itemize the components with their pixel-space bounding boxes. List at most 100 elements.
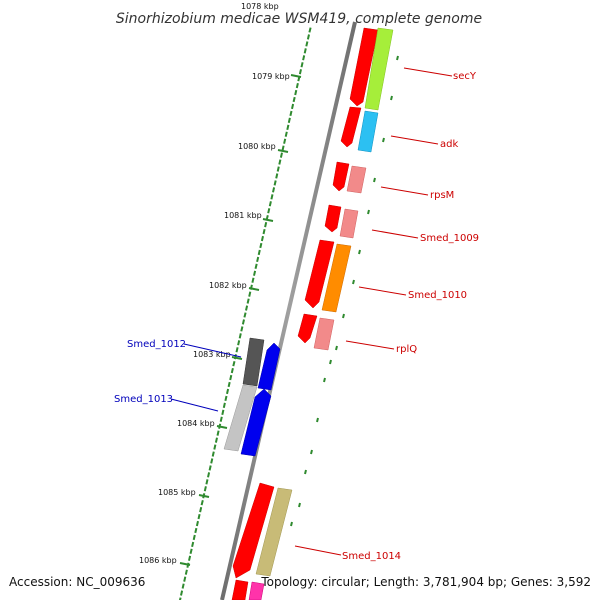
- scale-tick: [180, 590, 184, 596]
- gene-label-secY[interactable]: secY: [453, 71, 477, 82]
- scale-tick: [281, 145, 285, 151]
- scale-tick: [226, 388, 230, 395]
- scale-tick: [183, 576, 187, 582]
- kbp-label-1079: 1079 kbp: [252, 72, 290, 81]
- scale-tick: [303, 48, 307, 54]
- scale-tick: [216, 430, 220, 436]
- smed1013-connector: [170, 398, 219, 412]
- smed1009-cds-arrow[interactable]: [324, 204, 342, 233]
- rpsM-connector: [380, 186, 429, 196]
- gene-label-smed1009[interactable]: Smed_1009: [420, 233, 479, 244]
- scale-tick: [227, 381, 231, 388]
- scale-major-tick: [179, 562, 191, 566]
- strand-tick: [367, 209, 370, 215]
- smed1013-gene-bar[interactable]: [223, 384, 258, 452]
- secY-gene-bar[interactable]: [364, 27, 394, 111]
- scale-tick: [286, 124, 290, 131]
- scale-tick: [260, 235, 264, 242]
- smed1010-cds-arrow[interactable]: [304, 239, 335, 309]
- scale-tick: [273, 180, 277, 186]
- gene-label-smed1010[interactable]: Smed_1010: [408, 290, 467, 301]
- scale-tick: [188, 555, 192, 561]
- strand-tick: [290, 521, 293, 527]
- scale-tick: [222, 402, 226, 409]
- scale-tick: [235, 347, 239, 353]
- scale-tick: [292, 96, 296, 103]
- scale-tick: [192, 534, 196, 541]
- scale-tick: [229, 374, 233, 381]
- scale-tick: [270, 194, 274, 200]
- scale-tick: [191, 541, 195, 548]
- strand-tick: [329, 359, 332, 365]
- scale-tick: [256, 256, 260, 263]
- strand-tick: [304, 469, 307, 475]
- smed1014-gene-bar[interactable]: [255, 487, 293, 577]
- scale-tick: [219, 416, 223, 422]
- kbp-label-1078: 1078 kbp: [241, 2, 279, 11]
- scale-tick: [308, 27, 312, 33]
- smed1009-gene-bar[interactable]: [339, 208, 359, 239]
- kbp-label-1086: 1086 kbp: [139, 556, 177, 565]
- scale-tick: [230, 367, 234, 374]
- gene-label-smed1013[interactable]: Smed_1013: [114, 394, 173, 405]
- gene-label-rpsM[interactable]: rpsM: [430, 190, 454, 201]
- scale-tick: [199, 506, 203, 513]
- scale-tick: [257, 249, 261, 256]
- gene-label-smed1014[interactable]: Smed_1014: [342, 551, 401, 562]
- scale-tick: [284, 131, 288, 137]
- strand-tick: [335, 345, 338, 351]
- scale-tick: [306, 34, 310, 40]
- adk-gene-bar[interactable]: [357, 110, 379, 153]
- scale-major-tick: [198, 494, 210, 498]
- scale-tick: [291, 103, 295, 110]
- rpsM-gene-bar[interactable]: [346, 165, 367, 194]
- strand-tick: [352, 279, 355, 285]
- strand-tick: [316, 417, 319, 423]
- scale-tick: [289, 110, 293, 117]
- scale-tick: [298, 69, 302, 75]
- scale-tick: [178, 597, 182, 600]
- scale-tick: [237, 340, 241, 346]
- scale-tick: [272, 187, 276, 193]
- gene-label-adk[interactable]: adk: [440, 139, 458, 150]
- scale-tick: [259, 242, 263, 249]
- scale-tick: [254, 263, 258, 270]
- smed1013-cds-arrow[interactable]: [240, 388, 272, 457]
- smed1012-gene-bar[interactable]: [242, 337, 265, 387]
- smed1012-cds-arrow[interactable]: [257, 342, 281, 391]
- scale-tick: [200, 500, 204, 506]
- scale-tick: [214, 437, 218, 443]
- scale-tick: [248, 291, 252, 297]
- gene-label-rplQ[interactable]: rplQ: [396, 344, 417, 355]
- map-title: Sinorhizobium medicae WSM419, complete g…: [116, 11, 482, 27]
- adk-connector: [390, 135, 439, 145]
- scale-major-tick: [277, 149, 289, 153]
- strand-tick: [373, 177, 376, 183]
- genome-info-text: Topology: circular; Length: 3,781,904 bp…: [260, 575, 591, 589]
- scale-tick: [283, 138, 287, 144]
- scale-tick: [205, 479, 209, 485]
- scale-tick: [240, 326, 244, 332]
- strand-tick: [382, 137, 385, 143]
- strand-tick: [342, 313, 345, 319]
- gene-label-smed1012[interactable]: Smed_1012: [127, 339, 186, 350]
- scale-tick: [189, 548, 193, 555]
- scale-tick: [276, 166, 280, 172]
- scale-tick: [245, 305, 249, 311]
- rplQ-cds-arrow[interactable]: [297, 313, 318, 344]
- smed1010-gene-bar[interactable]: [321, 243, 352, 313]
- scale-tick: [295, 82, 299, 89]
- scale-tick: [302, 55, 306, 61]
- scale-tick: [203, 486, 207, 492]
- next-gene-bar[interactable]: [248, 581, 265, 600]
- scale-tick: [211, 451, 215, 457]
- kbp-label-1085: 1085 kbp: [158, 488, 196, 497]
- smed1014-cds-arrow[interactable]: [232, 482, 275, 579]
- scale-tick: [238, 333, 242, 339]
- rpsM-cds-arrow[interactable]: [332, 161, 350, 192]
- secY-cds-arrow[interactable]: [349, 27, 379, 107]
- next-cds-arrow[interactable]: [231, 579, 249, 600]
- adk-cds-arrow[interactable]: [340, 106, 362, 148]
- strand-tick: [310, 449, 313, 455]
- rplQ-gene-bar[interactable]: [313, 317, 335, 351]
